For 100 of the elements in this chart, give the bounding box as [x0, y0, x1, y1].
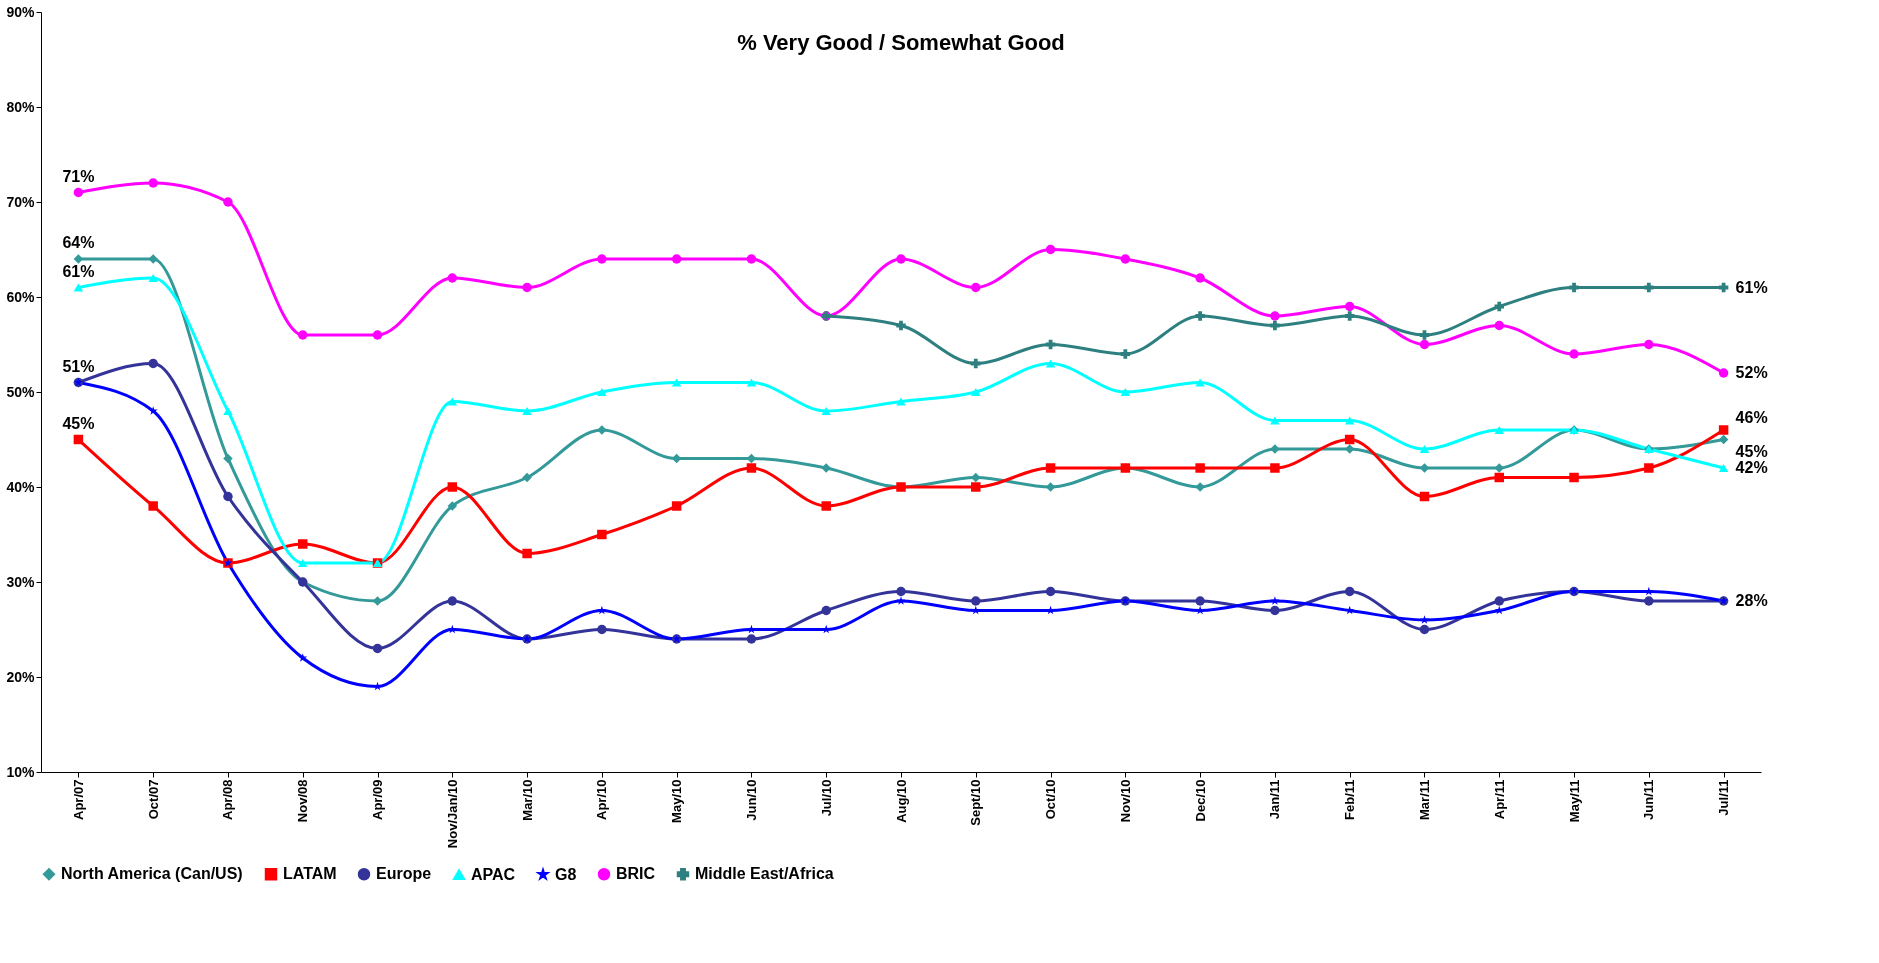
y-tick-label: 70% — [6, 193, 36, 210]
point — [896, 586, 906, 597]
point — [746, 624, 756, 634]
data-label: 45% — [62, 414, 95, 432]
point — [522, 282, 532, 293]
x-tick-label: Apr/11 — [1491, 779, 1507, 820]
point — [971, 596, 981, 606]
x-tick-label: Feb/11 — [1342, 779, 1358, 820]
point — [1718, 434, 1729, 445]
x-tick-label: Jun/11 — [1641, 779, 1657, 820]
point — [223, 491, 233, 502]
point — [1120, 254, 1131, 264]
y-tick-label: 40% — [6, 478, 36, 495]
point — [1419, 330, 1430, 340]
point — [1270, 311, 1280, 321]
point — [746, 254, 757, 264]
point — [1644, 282, 1654, 293]
point — [1644, 596, 1654, 606]
point — [372, 643, 383, 654]
point — [447, 596, 458, 606]
point — [447, 397, 458, 406]
point — [223, 453, 233, 464]
y-tick-label: 20% — [6, 668, 36, 685]
point — [746, 378, 757, 387]
point — [971, 472, 981, 483]
x-tick-label: Aug/10 — [893, 779, 909, 823]
point — [1120, 349, 1131, 359]
point — [1569, 472, 1579, 483]
data-label: 42% — [1735, 459, 1768, 476]
point — [522, 472, 532, 483]
point — [1344, 586, 1355, 597]
y-tick-label: 10% — [6, 763, 36, 780]
point — [447, 482, 458, 492]
x-tick-label: Jul/10 — [818, 779, 834, 817]
point — [1120, 387, 1131, 397]
point — [1569, 282, 1579, 293]
point — [896, 254, 906, 264]
x-tick-label: Dec/10 — [1192, 779, 1208, 822]
x-tick-label: Jan/11 — [1267, 779, 1283, 820]
point — [447, 273, 458, 283]
legend-label: APAC — [471, 865, 516, 883]
point — [1494, 320, 1504, 331]
point — [671, 378, 682, 387]
legend-label: Middle East/Africa — [695, 865, 834, 883]
y-tick-label: 50% — [6, 383, 36, 400]
data-label: 51% — [62, 357, 95, 375]
point — [1718, 425, 1729, 435]
point — [447, 501, 458, 511]
text: % Very Good / Somewhat Good — [737, 30, 1065, 55]
point — [1045, 586, 1056, 597]
x-tick-label: Jun/10 — [743, 779, 759, 821]
x-tick-label: Sept/10 — [968, 779, 984, 826]
point — [1644, 339, 1654, 350]
data-label: 52% — [1735, 364, 1768, 381]
point — [971, 482, 981, 492]
point — [1045, 244, 1056, 255]
point — [1419, 339, 1430, 350]
point — [522, 548, 532, 559]
point — [597, 254, 607, 264]
point — [1569, 349, 1579, 359]
point — [1344, 311, 1355, 321]
x-tick-label: Oct/10 — [1043, 779, 1059, 820]
point — [298, 558, 308, 568]
x-tick-label: Mar/11 — [1416, 779, 1432, 820]
point — [1644, 463, 1654, 473]
point — [298, 330, 308, 340]
point — [1419, 491, 1430, 502]
point — [821, 501, 831, 511]
point — [1195, 463, 1205, 473]
legend-label: LATAM — [283, 865, 337, 883]
point — [73, 434, 84, 445]
point — [1718, 368, 1729, 378]
point — [372, 330, 383, 340]
point — [746, 463, 757, 473]
point — [1718, 463, 1729, 473]
point — [1045, 463, 1056, 473]
x-tick-label: Mar/10 — [519, 779, 535, 821]
point — [1270, 463, 1280, 473]
point — [1494, 463, 1504, 473]
data-label: 61% — [62, 262, 95, 280]
point — [896, 320, 906, 331]
y-tick-label: 30% — [6, 573, 36, 590]
point — [1419, 444, 1430, 454]
point — [1270, 596, 1280, 605]
x-tick-label: Nov/Jan/10 — [444, 779, 460, 849]
point — [671, 501, 682, 511]
x-tick-label: Nov/10 — [1117, 779, 1133, 823]
point — [1419, 624, 1430, 635]
point — [1344, 434, 1355, 445]
data-label: 46% — [1735, 409, 1768, 426]
y-tick-label: 90% — [6, 3, 36, 20]
y-tick-label: 80% — [6, 98, 36, 115]
x-tick-label: Apr/08 — [220, 779, 236, 820]
legend-label: G8 — [555, 865, 577, 883]
point — [1494, 596, 1504, 606]
point — [148, 501, 158, 511]
legend-label: BRIC — [616, 865, 656, 883]
point — [671, 254, 682, 264]
point — [1195, 273, 1205, 283]
point — [1195, 378, 1205, 387]
